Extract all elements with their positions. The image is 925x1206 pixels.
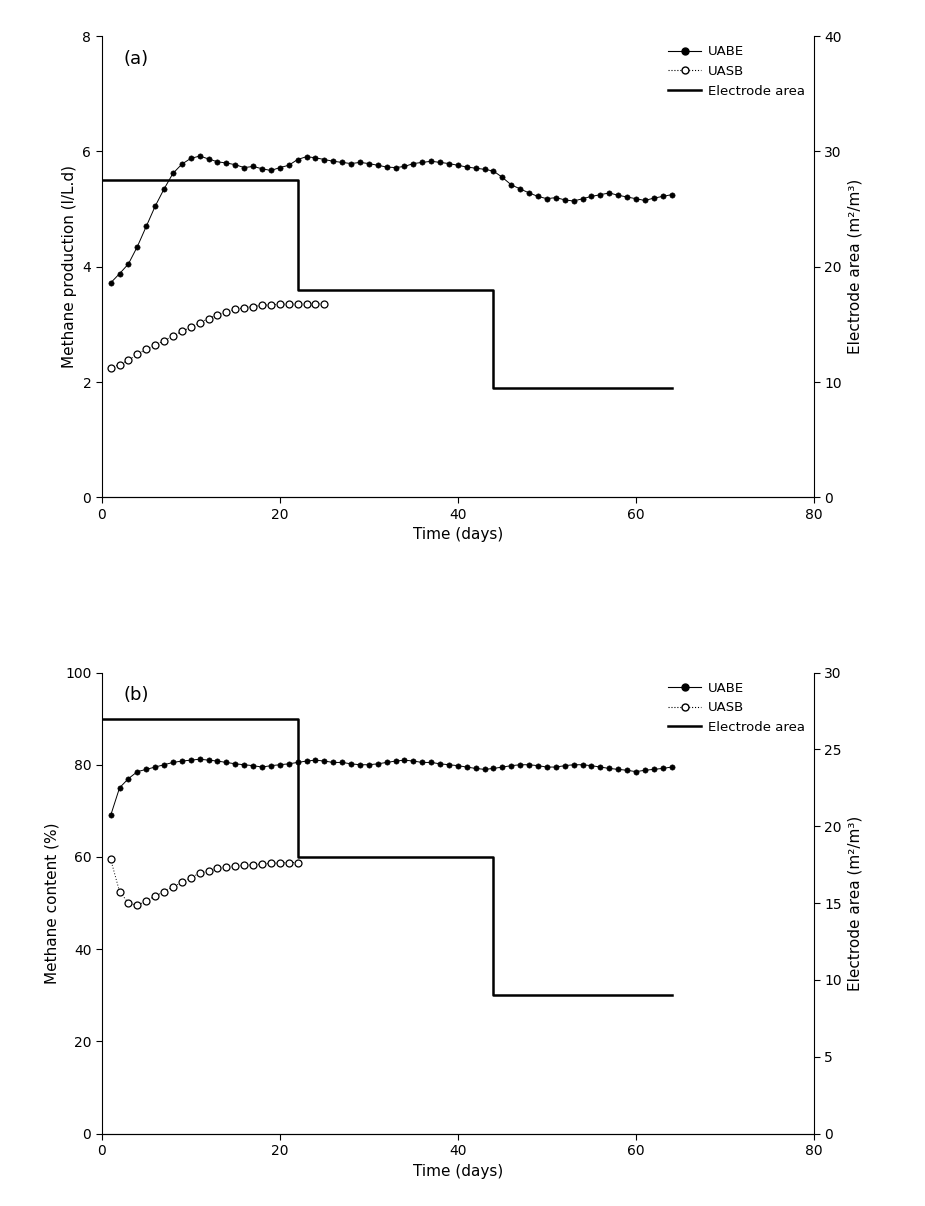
Y-axis label: Electrode area (m²/m³): Electrode area (m²/m³) [847,180,863,355]
Text: (a): (a) [123,49,148,68]
Y-axis label: Methane production (l/L.d): Methane production (l/L.d) [62,165,77,368]
X-axis label: Time (days): Time (days) [413,527,503,543]
Y-axis label: Electrode area (m²/m³): Electrode area (m²/m³) [847,815,863,990]
Legend: UABE, UASB, Electrode area: UABE, UASB, Electrode area [663,677,810,739]
Y-axis label: Methane content (%): Methane content (%) [44,822,59,984]
Legend: UABE, UASB, Electrode area: UABE, UASB, Electrode area [663,40,810,103]
X-axis label: Time (days): Time (days) [413,1164,503,1178]
Text: (b): (b) [123,686,149,704]
